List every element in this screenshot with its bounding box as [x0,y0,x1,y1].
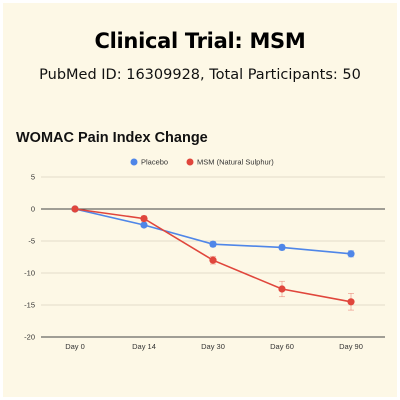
x-tick-label: Day 30 [201,342,225,351]
y-tick-label: -10 [24,269,35,278]
chart-title: WOMAC Pain Index Change [16,130,208,146]
y-axis: 5 0 -5 -10 -15 -20 [24,173,35,342]
legend-label: MSM (Natural Sulphur) [197,158,274,167]
legend-marker [130,158,138,166]
data-point [278,243,286,251]
x-tick-label: Day 90 [339,342,363,351]
legend: Placebo MSM (Natural Sulphur) [130,158,274,167]
series-group [71,205,355,311]
page-subtitle: PubMed ID: 16309928, Total Participants:… [39,67,361,83]
series-0 [71,205,355,258]
data-point [347,298,355,306]
legend-label: Placebo [141,158,168,167]
y-tick-label: 0 [31,205,35,214]
page-title: Clinical Trial: MSM [94,29,306,53]
y-tick-label: -5 [28,237,35,246]
x-tick-label: Day 60 [270,342,294,351]
y-tick-label: -20 [24,333,35,342]
x-axis: Day 0 Day 14 Day 30 Day 60 Day 90 [65,342,363,351]
x-tick-label: Day 0 [65,342,85,351]
series-1 [71,205,355,311]
data-point [209,240,217,248]
data-point [209,256,217,264]
y-tick-label: -15 [24,301,35,310]
data-point [347,250,355,258]
y-tick-label: 5 [31,173,35,182]
x-tick-label: Day 14 [132,342,156,351]
data-point [278,285,286,293]
data-point [140,215,148,223]
grid-lines [41,176,385,338]
legend-marker [186,158,194,166]
line-chart: Placebo MSM (Natural Sulphur) 5 0 -5 -10 -15 -… [24,158,385,351]
data-point [140,221,148,229]
data-point [71,205,79,213]
series-line [74,208,352,303]
